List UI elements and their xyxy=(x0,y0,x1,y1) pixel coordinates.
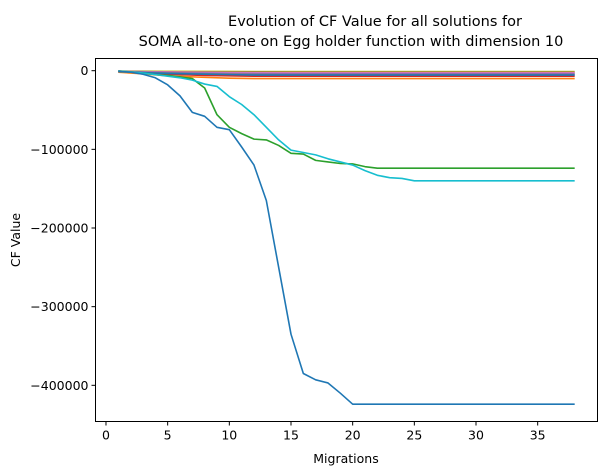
series-line-10 xyxy=(118,70,575,182)
plot-series xyxy=(118,70,575,406)
x-axis-label: Migrations xyxy=(313,451,378,466)
x-tick-label: 35 xyxy=(530,428,546,443)
y-tick-label: −100000 xyxy=(30,142,88,157)
x-tick-label: 0 xyxy=(102,428,110,443)
y-tick-label: −300000 xyxy=(30,299,88,314)
x-tick-label: 5 xyxy=(164,428,172,443)
plot-frame xyxy=(95,58,598,422)
x-tick-label: 30 xyxy=(468,428,484,443)
chart-title-line-2: SOMA all-to-one on Egg holder function w… xyxy=(139,34,564,50)
y-tick-label: 0 xyxy=(81,63,89,78)
series-line-11 xyxy=(118,70,575,406)
y-tick-label: −200000 xyxy=(30,221,88,236)
y-axis-label: CF Value xyxy=(8,213,23,268)
chart-title-line-1: Evolution of CF Value for all solutions … xyxy=(228,14,522,30)
x-axis: 0 5 10 15 20 25 30 35 xyxy=(102,421,546,443)
x-tick-label: 20 xyxy=(345,428,361,443)
y-axis: 0 −100000 −200000 −300000 −400000 xyxy=(30,63,96,393)
series-line-8 xyxy=(118,70,575,76)
y-tick-label: −400000 xyxy=(30,378,88,393)
x-tick-label: 10 xyxy=(221,428,237,443)
series-line-9 xyxy=(118,70,575,170)
x-tick-label: 15 xyxy=(283,428,299,443)
x-tick-label: 25 xyxy=(406,428,422,443)
